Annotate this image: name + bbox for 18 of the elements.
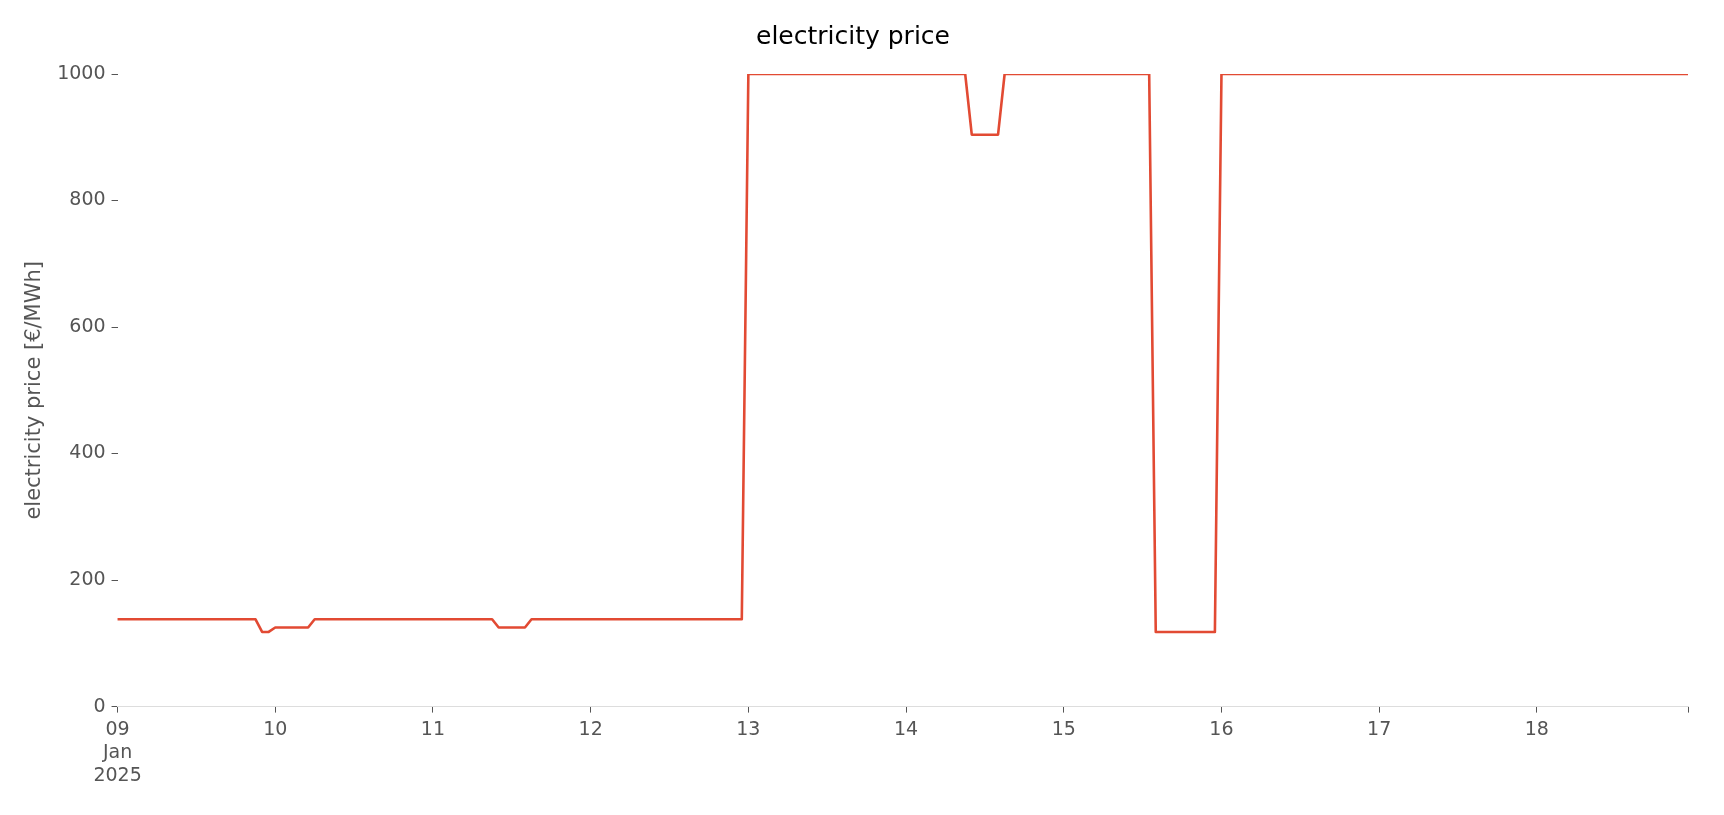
x-tick-label: 18 [1524, 716, 1549, 739]
x-tick-label: 12 [578, 716, 603, 739]
y-tick-label: 200 [69, 567, 106, 590]
chart-title: electricity price [756, 20, 950, 50]
y-tick-label: 400 [69, 440, 106, 463]
y-axis-title: electricity price [€/MWh] [21, 261, 46, 520]
x-tick-label: 15 [1051, 716, 1076, 739]
x-tick-label: 16 [1209, 716, 1234, 739]
x-tick-label: 11 [420, 716, 446, 739]
y-tick-label: 800 [69, 187, 106, 210]
y-tick-label: 0 [93, 693, 106, 716]
x-tick-label: 09 Jan 2025 [93, 716, 142, 785]
x-tick-label: 10 [263, 716, 288, 739]
y-tick-label: 600 [69, 313, 106, 336]
x-tick-label: 13 [736, 716, 761, 739]
x-tick-label: 17 [1367, 716, 1392, 739]
x-tick-label: 14 [893, 716, 919, 739]
y-tick-label: 1000 [57, 60, 106, 83]
